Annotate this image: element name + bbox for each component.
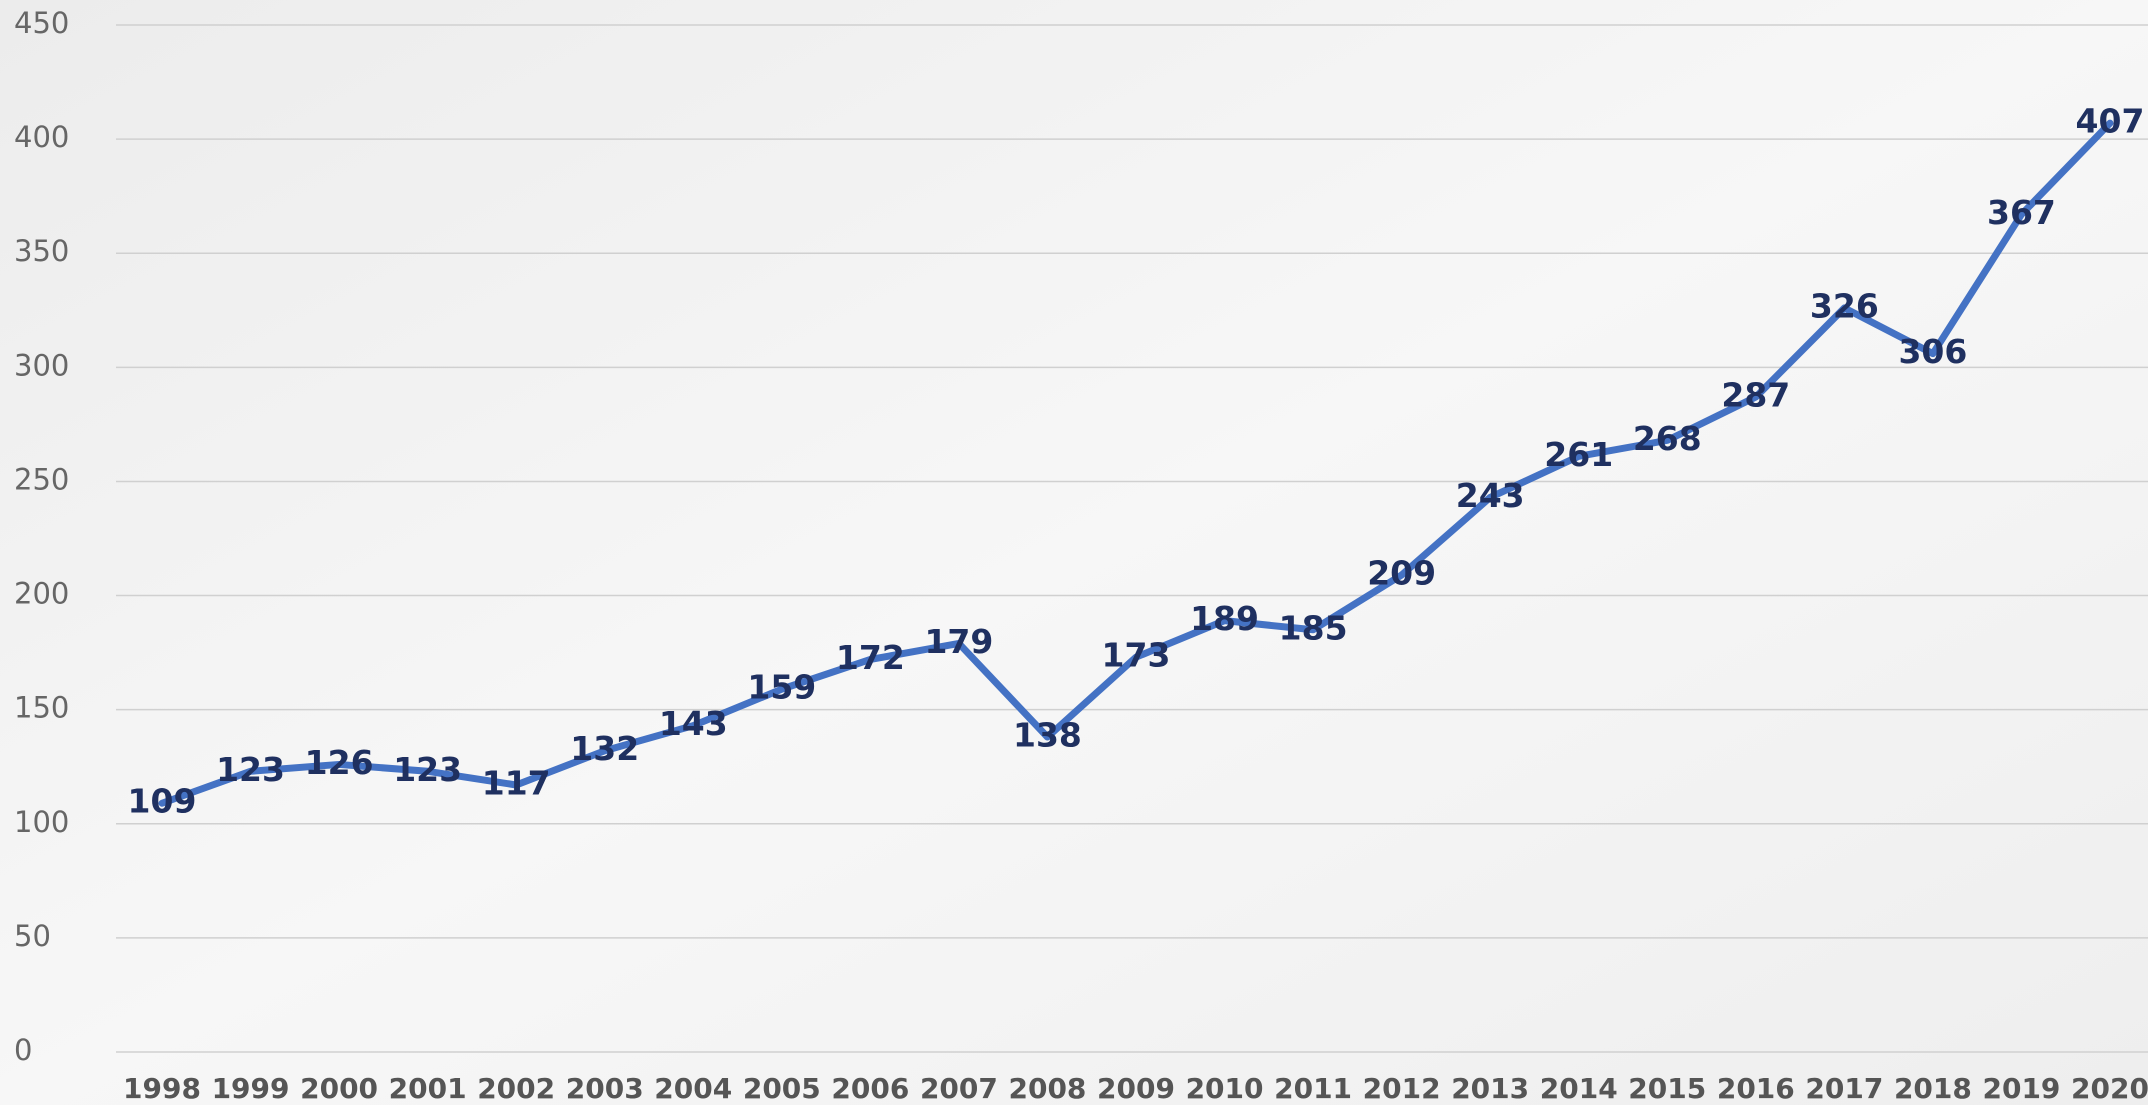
chart: 0 50 100 150 200 250 300 350 400 450 1998 1999 2000 2…: [0, 0, 2148, 1105]
background: [0, 0, 2148, 1105]
x-tick-label: 2008: [1008, 1072, 1086, 1105]
x-tick-label: 2018: [1894, 1072, 1972, 1105]
data-label: 123: [393, 750, 462, 789]
data-label: 243: [1456, 476, 1525, 515]
x-tick-label: 2009: [1097, 1072, 1175, 1105]
x-tick-label: 1998: [123, 1072, 201, 1105]
data-label: 132: [570, 729, 639, 768]
x-tick-label: 2013: [1451, 1072, 1529, 1105]
data-label: 209: [1367, 554, 1436, 593]
data-label: 159: [747, 668, 816, 707]
x-tick-label: 2010: [1186, 1072, 1264, 1105]
data-label: 109: [128, 782, 197, 821]
x-tick-label: 2002: [477, 1072, 555, 1105]
data-label: 326: [1810, 286, 1879, 325]
data-label: 367: [1987, 193, 2056, 232]
y-tick-label: 50: [14, 919, 51, 953]
x-tick-label: 2012: [1363, 1072, 1441, 1105]
x-tick-label: 2017: [1805, 1072, 1883, 1105]
x-tick-label: 2016: [1717, 1072, 1795, 1105]
data-label: 143: [659, 704, 728, 743]
data-label: 185: [1279, 608, 1348, 647]
x-tick-label: 2014: [1540, 1072, 1618, 1105]
x-tick-label: 2006: [831, 1072, 909, 1105]
data-label: 268: [1633, 419, 1702, 458]
data-label: 117: [482, 763, 551, 802]
data-label: 287: [1721, 376, 1790, 415]
x-tick-label: 2019: [1982, 1072, 2060, 1105]
x-tick-label: 2000: [300, 1072, 378, 1105]
data-label: 306: [1898, 332, 1967, 371]
data-label: 261: [1544, 435, 1613, 474]
data-label: 407: [2076, 102, 2145, 141]
data-label: 138: [1013, 716, 1082, 755]
x-tick-label: 2020: [2071, 1072, 2148, 1105]
x-tick-label: 2007: [920, 1072, 998, 1105]
x-tick-label: 2003: [566, 1072, 644, 1105]
data-label: 179: [924, 622, 993, 661]
y-tick-label: 250: [14, 462, 69, 496]
y-tick-label: 300: [14, 348, 69, 382]
x-tick-label: 2015: [1628, 1072, 1706, 1105]
y-tick-label: 150: [14, 691, 69, 725]
data-label: 126: [305, 743, 374, 782]
y-tick-label: 200: [14, 577, 69, 611]
y-tick-label: 100: [14, 805, 69, 839]
data-label: 172: [836, 638, 905, 677]
y-tick-label: 0: [14, 1033, 32, 1067]
x-tick-label: 1999: [212, 1072, 290, 1105]
y-tick-label: 350: [14, 234, 69, 268]
data-label: 189: [1190, 599, 1259, 638]
x-tick-label: 2004: [654, 1072, 732, 1105]
y-tick-label: 450: [14, 6, 69, 40]
y-tick-label: 400: [14, 120, 69, 154]
data-label: 173: [1102, 636, 1171, 675]
x-tick-label: 2011: [1274, 1072, 1352, 1105]
x-tick-label: 2001: [389, 1072, 467, 1105]
data-label: 123: [216, 750, 285, 789]
x-tick-label: 2005: [743, 1072, 821, 1105]
